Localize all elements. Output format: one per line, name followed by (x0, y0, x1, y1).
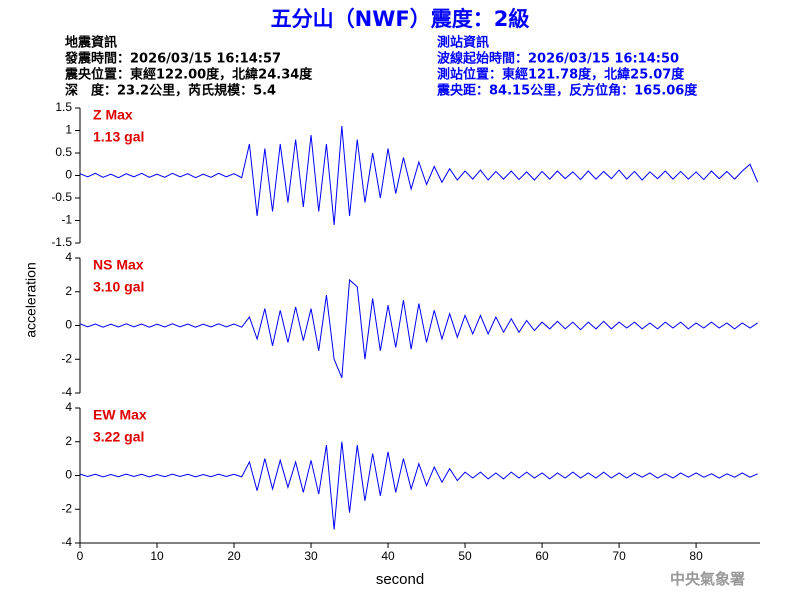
x-axis-label: second (376, 571, 424, 588)
info-right: 測站資訊 (437, 35, 489, 51)
waveform (79, 278, 758, 379)
y-tick-label: 0 (65, 468, 72, 482)
info-left: 地震資訊 (65, 35, 117, 51)
x-tick-label: 70 (612, 549, 626, 563)
y-tick-label: 0 (65, 168, 72, 182)
y-tick-label: 2 (65, 434, 72, 448)
y-tick-label: -0.5 (51, 190, 72, 204)
y-tick-label: 4 (65, 250, 72, 264)
annotation: NS Max (93, 257, 144, 273)
waveform (79, 125, 759, 226)
y-tick-label: -1.5 (51, 235, 72, 249)
y-tick-label: 1 (65, 123, 72, 137)
annotation: 3.10 gal (93, 279, 144, 295)
footer: 中央氣象署 (670, 570, 745, 588)
x-tick-label: 30 (304, 549, 318, 563)
annotation: 1.13 gal (93, 129, 144, 145)
y-tick-label: 1.5 (55, 100, 72, 114)
annotation: 3.22 gal (93, 429, 144, 445)
y-axis-label: acceleration (23, 262, 39, 338)
y-tick-label: -1 (61, 213, 72, 227)
x-tick-label: 80 (689, 549, 703, 563)
info-right: 波線起始時間：2026/03/15 16:14:50 (437, 51, 679, 67)
annotation: Z Max (93, 107, 133, 123)
x-tick-label: 20 (227, 549, 241, 563)
info-left: 震央位置：東經122.00度，北緯24.34度 (64, 67, 313, 83)
y-tick-label: -4 (61, 535, 72, 549)
x-tick-label: 10 (150, 549, 164, 563)
title: 五分山（NWF）震度：2級 (271, 7, 530, 31)
y-tick-label: 2 (65, 284, 72, 298)
x-tick-label: 60 (535, 549, 549, 563)
waveform (79, 441, 758, 530)
y-tick-label: 0 (65, 318, 72, 332)
info-left: 發震時間：2026/03/15 16:14:57 (64, 51, 281, 67)
info-left: 深 度：23.2公里，芮氏規模：5.4 (65, 83, 276, 99)
y-tick-label: 4 (65, 400, 72, 414)
x-tick-label: 0 (77, 549, 84, 563)
annotation: EW Max (93, 407, 147, 423)
info-right: 震央距：84.15公里，反方位角：165.06度 (436, 83, 698, 99)
y-tick-label: 0.5 (55, 145, 72, 159)
y-tick-label: -2 (61, 351, 72, 365)
x-tick-label: 40 (381, 549, 395, 563)
x-tick-label: 50 (458, 549, 472, 563)
y-tick-label: -2 (61, 501, 72, 515)
y-tick-label: -4 (61, 385, 72, 399)
info-right: 測站位置：東經121.78度，北緯25.07度 (437, 67, 685, 83)
